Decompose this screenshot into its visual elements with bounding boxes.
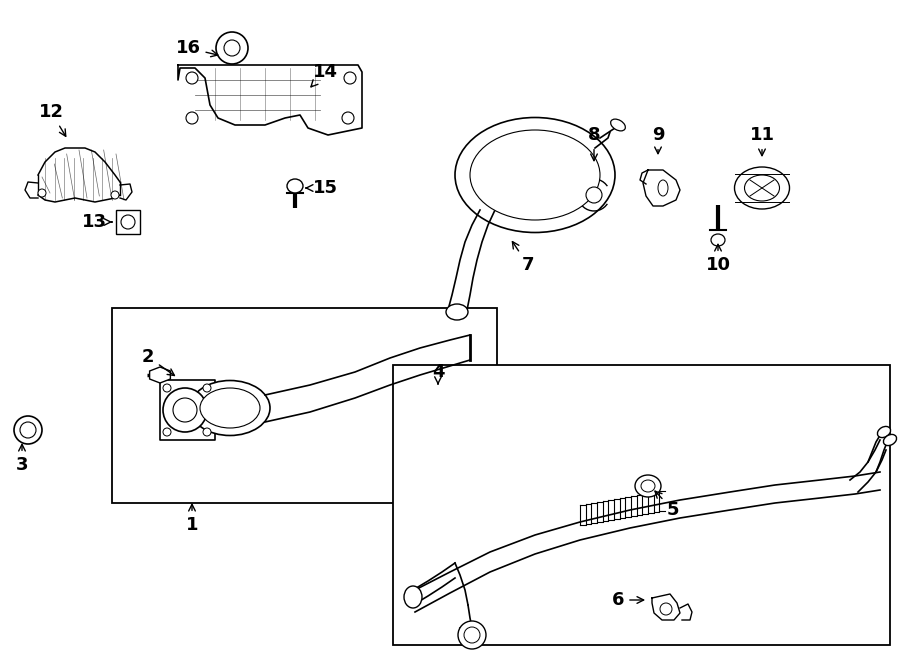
Ellipse shape (641, 480, 655, 492)
Bar (116, 210, 140, 234)
Text: 8: 8 (588, 126, 600, 161)
Text: 16: 16 (176, 39, 218, 57)
Text: 9: 9 (652, 126, 664, 153)
Text: 10: 10 (706, 245, 731, 274)
Ellipse shape (446, 304, 468, 320)
Circle shape (344, 72, 356, 84)
Text: 11: 11 (750, 126, 775, 156)
Bar (112, 308, 497, 503)
Polygon shape (643, 170, 680, 206)
Circle shape (216, 32, 248, 64)
Text: 2: 2 (142, 348, 175, 375)
Text: 6: 6 (612, 591, 643, 609)
Circle shape (186, 112, 198, 124)
Ellipse shape (610, 119, 626, 131)
Ellipse shape (635, 475, 661, 497)
Ellipse shape (711, 234, 725, 246)
Circle shape (586, 187, 602, 203)
Ellipse shape (878, 426, 891, 438)
Circle shape (163, 388, 207, 432)
Ellipse shape (734, 167, 789, 209)
Circle shape (20, 422, 36, 438)
Circle shape (464, 627, 480, 643)
Text: 7: 7 (512, 242, 535, 274)
Text: 3: 3 (16, 444, 28, 474)
Circle shape (163, 428, 171, 436)
Ellipse shape (658, 180, 668, 196)
Text: 13: 13 (82, 213, 112, 231)
Circle shape (203, 428, 211, 436)
Ellipse shape (404, 586, 422, 608)
Ellipse shape (455, 118, 615, 233)
Circle shape (163, 384, 171, 392)
Polygon shape (652, 594, 680, 620)
Text: 5: 5 (655, 491, 680, 519)
Circle shape (203, 384, 211, 392)
Text: 12: 12 (39, 103, 66, 136)
Bar (393, 365, 890, 645)
Circle shape (660, 603, 672, 615)
Circle shape (458, 621, 486, 649)
Circle shape (111, 191, 119, 199)
Circle shape (186, 72, 198, 84)
Circle shape (121, 215, 135, 229)
Polygon shape (149, 367, 170, 383)
Text: 15: 15 (306, 179, 338, 197)
Ellipse shape (470, 130, 600, 220)
Circle shape (224, 40, 240, 56)
Text: 4: 4 (432, 363, 445, 384)
Polygon shape (178, 65, 362, 135)
Ellipse shape (744, 175, 779, 201)
Circle shape (38, 189, 46, 197)
Ellipse shape (287, 179, 303, 193)
Text: 14: 14 (311, 63, 338, 87)
Ellipse shape (200, 388, 260, 428)
Circle shape (342, 112, 354, 124)
Ellipse shape (190, 381, 270, 436)
Text: 1: 1 (185, 504, 198, 534)
Circle shape (14, 416, 42, 444)
Circle shape (173, 398, 197, 422)
Ellipse shape (884, 434, 896, 446)
